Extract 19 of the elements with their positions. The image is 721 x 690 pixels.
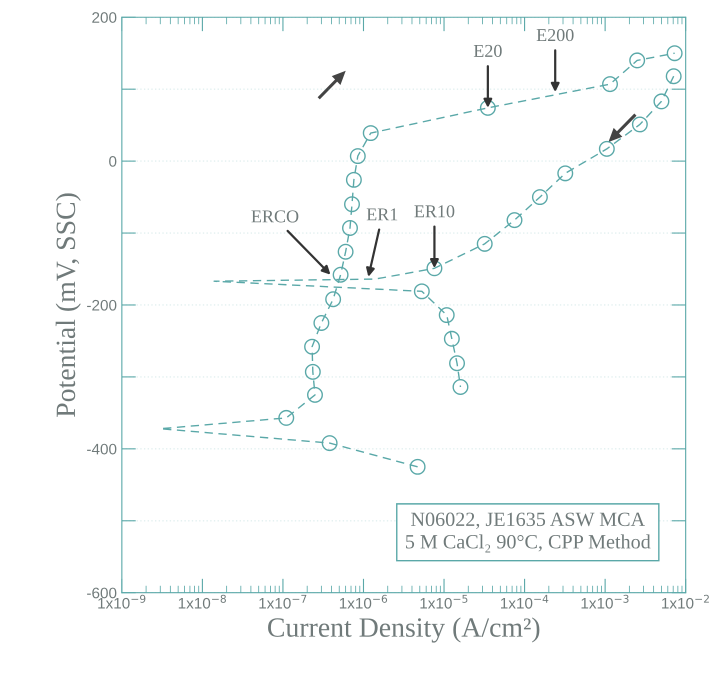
- x-tick-label: 1x10$^{−4}$: [500, 594, 548, 609]
- annotation: E20: [474, 44, 502, 57]
- x-axis-title: Current Density (A/cm²): [268, 617, 540, 643]
- annotation: E200: [536, 28, 574, 42]
- y-tick-label: -200: [87, 300, 116, 311]
- x-tick-label: 1x10$^{−2}$: [662, 594, 709, 609]
- x-tick-label: 1x10$^{−5}$: [420, 594, 468, 609]
- annotation: ER1: [366, 208, 398, 220]
- y-axis-title: Potential (mV, SSC): [56, 193, 81, 417]
- x-tick-label: 1x10$^{−7}$: [259, 594, 306, 609]
- y-tick-label: -400: [87, 444, 116, 455]
- y-tick-label: 0: [109, 156, 116, 167]
- annotation: N06022, JE1635 ASW MCA 5 M CaCl₂ 90°C, CPP Method: [406, 512, 651, 552]
- x-tick-label: 1x10$^{−8}$: [178, 594, 226, 609]
- x-tick-label: 1x10$^{−6}$: [340, 594, 388, 609]
- annotation: ERCO: [251, 210, 298, 222]
- y-tick-label: 200: [92, 12, 116, 23]
- annotation: ER10: [414, 205, 454, 218]
- x-tick-label: 1x10$^{−3}$: [582, 594, 629, 609]
